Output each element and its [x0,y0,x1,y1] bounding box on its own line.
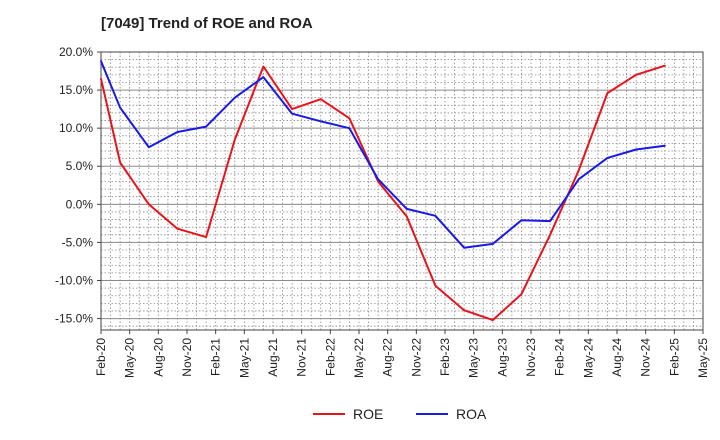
legend-label-roa: ROA [456,406,487,422]
x-tick-label: May-23 [467,338,481,378]
plot-area-border [100,51,704,331]
y-tick-label: -10.0% [55,273,93,287]
y-tick-label: 10.0% [59,121,93,135]
x-tick-label: Nov-23 [524,338,538,377]
y-tick-label: 5.0% [66,159,94,173]
x-tick-label: Feb-20 [94,338,108,376]
x-tick-label: Aug-21 [266,338,280,377]
y-tick-label: -15.0% [55,312,93,326]
x-tick-label: Feb-21 [209,338,223,376]
x-tick-label: Aug-23 [495,338,509,377]
x-tick-label: May-22 [352,338,366,378]
y-tick-label: 20.0% [59,45,93,59]
x-tick-label: May-21 [237,338,251,378]
y-tick-label: 15.0% [59,83,93,97]
x-tick-label: Aug-20 [151,338,165,377]
y-tick-label: 0.0% [66,197,94,211]
legend-label-roe: ROE [353,406,383,422]
x-tick-label: Nov-24 [639,338,653,377]
x-tick-label: Feb-25 [667,338,681,376]
x-tick-label: May-25 [696,338,710,378]
x-tick-label: Feb-24 [553,338,567,376]
x-tick-label: May-20 [123,338,137,378]
x-tick-label: Nov-21 [295,338,309,377]
series-line-roe [100,64,666,322]
x-tick-label: Nov-20 [180,338,194,377]
x-tick-label: Nov-22 [409,338,423,377]
x-tick-label: Feb-23 [438,338,452,376]
x-tick-label: May-24 [581,338,595,378]
y-tick-label: -5.0% [62,235,94,249]
x-tick-label: Feb-22 [323,338,337,376]
x-tick-label: Aug-24 [610,338,624,377]
x-tick-label: Aug-22 [381,338,395,377]
chart-title: [7049] Trend of ROE and ROA [101,15,313,32]
series-line-roa [100,60,666,249]
